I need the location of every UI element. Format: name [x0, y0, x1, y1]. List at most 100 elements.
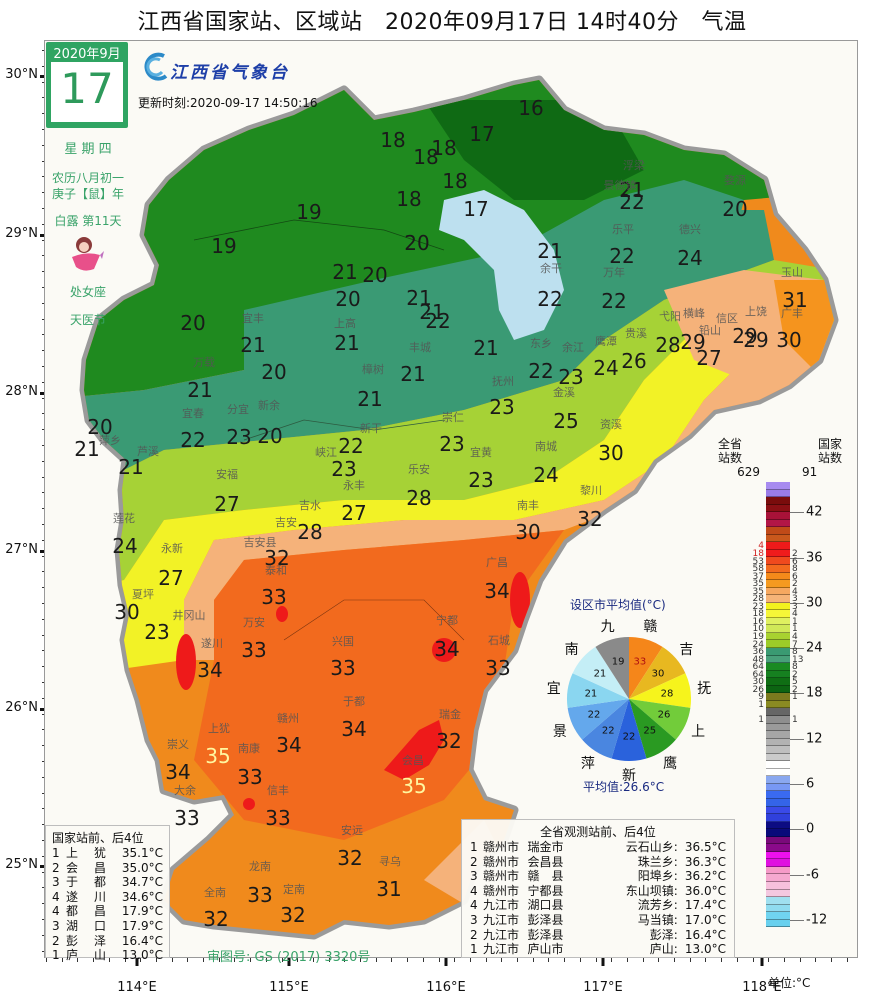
- ranking-value: 34.7°C: [121, 875, 163, 890]
- city-name: 万年: [603, 266, 625, 279]
- city-name: 宜丰: [242, 312, 264, 325]
- city-name: 泰和: [265, 564, 287, 577]
- ranking-value: 36.5°C: [684, 840, 726, 854]
- national-count: 6: [792, 556, 798, 567]
- longitude-tick: [287, 958, 291, 966]
- city-name: 万载: [193, 356, 215, 369]
- city-name: 崇仁: [442, 411, 464, 424]
- solar-term: 白露 第11天: [54, 214, 122, 228]
- ranking-name: 遂 川: [65, 889, 108, 904]
- province-count: 35: [752, 579, 764, 590]
- province-header-line1: 全省: [717, 437, 742, 451]
- color-scale-swatch: [766, 685, 790, 694]
- pie-city-label: 萍: [580, 755, 595, 772]
- city-name: 乐平: [612, 223, 634, 236]
- minor-tick: [658, 958, 660, 962]
- national-count: 2: [792, 669, 798, 680]
- city-name: 德兴: [679, 223, 701, 236]
- province-count: 16: [752, 616, 764, 627]
- scale-label: 24: [806, 640, 823, 656]
- ranking-city: 九江市: [482, 912, 519, 927]
- color-scale-swatch: [766, 731, 790, 739]
- ranking-county: 赣 县: [527, 869, 564, 884]
- temperature-value: 17: [469, 122, 495, 146]
- national-ranking-row: 4 遂 川 34.6°C: [52, 890, 163, 905]
- temperature-value: 33: [330, 656, 356, 680]
- ranking-rank: 4: [470, 898, 478, 913]
- city-name: 于都: [343, 695, 365, 708]
- latitude-label: 27°N: [5, 542, 46, 557]
- temperature-value: 31: [782, 288, 808, 312]
- pie-value: 21: [593, 668, 607, 680]
- province-count: 64: [752, 662, 764, 673]
- longitude-label: 117°E: [583, 980, 623, 995]
- province-ranking-row: 2 九江市 彭泽县 彭泽: 16.4°C: [470, 928, 726, 943]
- national-count: 3: [792, 594, 798, 605]
- city-name: 浮梁: [623, 159, 645, 172]
- minor-tick: [799, 958, 801, 962]
- city-name: 上犹: [208, 722, 230, 735]
- minor-tick: [171, 958, 173, 962]
- minor-tick: [407, 958, 409, 962]
- pie-city-label: 抚: [697, 681, 712, 698]
- ranking-value: 36.3°C: [684, 854, 726, 869]
- city-name: 宁都: [436, 614, 458, 627]
- calendar-day-box: 17: [51, 62, 123, 122]
- minor-tick: [312, 958, 314, 962]
- national-count: 7: [792, 639, 798, 650]
- temperature-value: 31: [376, 877, 402, 901]
- national-count: 8: [792, 564, 798, 575]
- color-scale-swatch: [766, 489, 790, 498]
- ranking-value: 13.0°C: [684, 942, 726, 957]
- temperature-value: 18: [380, 128, 406, 152]
- pie-value: 26: [657, 709, 671, 721]
- minor-tick: [203, 958, 204, 962]
- temperature-value: 21: [74, 437, 100, 461]
- unit-label: 单位:°C: [768, 976, 811, 990]
- ranking-town: 阳埠乡:: [637, 869, 678, 884]
- ranking-rank: 1: [52, 948, 60, 963]
- temperature-value: 34: [165, 760, 191, 784]
- city-name: 芦溪: [137, 445, 159, 458]
- scale-tick: [790, 874, 804, 876]
- temperature-value: 34: [341, 717, 367, 741]
- temperature-value: 26: [621, 349, 647, 373]
- minor-tick: [815, 958, 817, 962]
- city-name: 吉安县: [243, 536, 277, 549]
- color-scale-swatch: [766, 776, 790, 784]
- temperature-value: 21: [240, 333, 266, 357]
- ranking-rank: 2: [52, 933, 60, 948]
- province-ranking-row: 2 赣州市 会昌县 珠兰乡: 36.3°C: [470, 855, 726, 870]
- color-scale-swatch: [766, 851, 790, 860]
- province-count: 37: [752, 571, 764, 582]
- ranking-rank: 4: [52, 889, 60, 904]
- color-scale-swatch: [766, 798, 790, 807]
- national-header-line2: 站数: [817, 451, 842, 465]
- city-name: 新余: [258, 399, 280, 412]
- minor-tick: [532, 958, 534, 962]
- province-count: 4: [758, 541, 764, 552]
- longitude-tick: [444, 958, 448, 966]
- temperature-value: 28: [406, 486, 432, 510]
- calendar-month: 2020年9月: [53, 47, 121, 62]
- national-ranking-row: 4 都 昌 17.9°C: [52, 904, 163, 919]
- temperature-value: 27: [158, 566, 184, 590]
- national-station-count: 国家 站数 91: [800, 437, 860, 479]
- temperature-value: 35: [205, 744, 231, 768]
- color-scale-swatch: [766, 897, 790, 905]
- scale-tick: [790, 648, 804, 650]
- temperature-value: 23: [331, 457, 357, 481]
- temperature-value: 20: [257, 424, 283, 448]
- color-scale-swatch: [766, 549, 790, 558]
- temperature-value: 21: [118, 455, 144, 479]
- color-scale-swatch: [766, 829, 790, 837]
- latitude-axis: 30°N 29°N 28°N 27°N 26°N 25°N: [0, 40, 46, 958]
- city-name: 余江: [562, 341, 584, 354]
- ranking-rank: 2: [470, 854, 478, 869]
- national-count: 1: [792, 715, 798, 726]
- minor-tick: [124, 958, 126, 962]
- temperature-value: 21: [419, 300, 445, 324]
- minor-tick: [438, 958, 440, 962]
- ranking-town: 彭泽:: [649, 927, 678, 942]
- city-name: 分宜: [227, 403, 249, 416]
